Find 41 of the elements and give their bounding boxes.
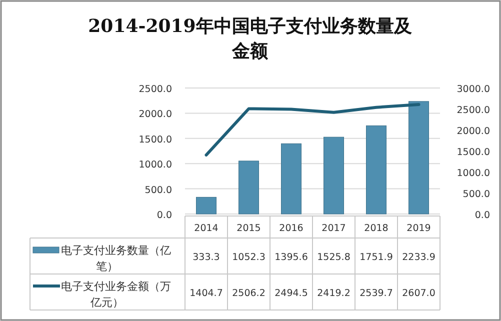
data-label: 2506.2 xyxy=(232,288,266,299)
chart-title: 2014-2019年中国电子支付业务数量及金额 xyxy=(88,16,412,62)
y2-tick-label: 1500.0 xyxy=(456,147,490,158)
y2-tick-label: 2500.0 xyxy=(456,105,490,116)
data-label: 2419.2 xyxy=(317,288,350,299)
legend-label: 电子支付业务金额（万亿元） xyxy=(61,280,171,309)
y-tick-label: 0.0 xyxy=(156,210,172,221)
bar xyxy=(366,125,386,214)
line-series xyxy=(204,103,420,157)
data-label: 2607.0 xyxy=(402,288,436,299)
x-tick-label: 2015 xyxy=(236,223,261,234)
x-tick-label: 2019 xyxy=(406,223,431,234)
y-tick-label: 1000.0 xyxy=(138,160,172,171)
y2-tick-label: 3000.0 xyxy=(456,84,490,95)
data-label: 1751.9 xyxy=(360,252,393,263)
data-label: 1404.7 xyxy=(190,288,223,299)
y2-tick-label: 500.0 xyxy=(462,189,490,200)
data-label: 2494.5 xyxy=(274,288,308,299)
data-label: 2233.9 xyxy=(402,252,436,263)
y-tick-label: 500.0 xyxy=(144,184,172,196)
y-tick-label: 2000.0 xyxy=(138,109,172,120)
x-tick-label: 2017 xyxy=(322,223,346,234)
y2-tick-label: 2000.0 xyxy=(456,126,490,137)
bar xyxy=(196,196,216,214)
y-tick-label: 2500.0 xyxy=(138,84,172,95)
data-label: 333.3 xyxy=(192,252,220,263)
x-tick-label: 2018 xyxy=(364,223,388,234)
data-label: 2539.7 xyxy=(360,288,393,299)
y2-tick-label: 0.0 xyxy=(474,210,490,221)
bar xyxy=(324,136,344,214)
x-tick-label: 2016 xyxy=(279,223,304,234)
data-label: 1052.3 xyxy=(232,252,266,263)
data-label: 1525.8 xyxy=(317,252,350,263)
legend-label: 电子支付业务数量（亿笔） xyxy=(61,244,171,273)
bar xyxy=(408,101,429,214)
x-tick-label: 2014 xyxy=(194,223,218,234)
data-label: 1395.6 xyxy=(274,252,308,263)
y-tick-label: 1500.0 xyxy=(138,134,172,146)
bar xyxy=(238,160,259,214)
bar xyxy=(281,143,302,214)
y2-tick-label: 1000.0 xyxy=(456,168,490,179)
